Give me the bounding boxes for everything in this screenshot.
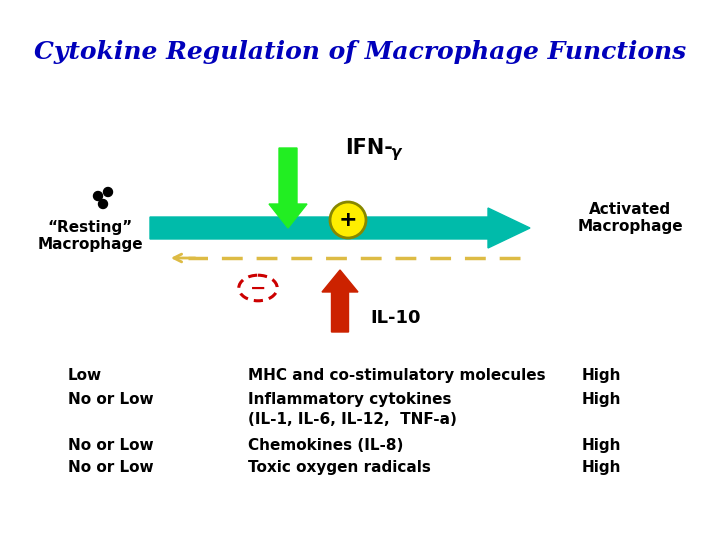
Text: MHC and co-stimulatory molecules: MHC and co-stimulatory molecules [248,368,546,383]
Circle shape [99,199,107,208]
Text: (IL-1, IL-6, IL-12,  TNF-a): (IL-1, IL-6, IL-12, TNF-a) [248,412,457,427]
Circle shape [330,202,366,238]
Text: High: High [582,368,621,383]
Text: +: + [338,210,357,230]
Text: Activated
Macrophage: Activated Macrophage [577,202,683,234]
Text: High: High [582,438,621,453]
Text: No or Low: No or Low [68,438,153,453]
Text: Chemokines (IL-8): Chemokines (IL-8) [248,438,403,453]
FancyArrow shape [322,270,358,332]
Text: “Resting”
Macrophage: “Resting” Macrophage [37,220,143,252]
Text: Cytokine Regulation of Macrophage Functions: Cytokine Regulation of Macrophage Functi… [34,40,686,64]
FancyArrow shape [269,148,307,228]
Text: High: High [582,460,621,475]
Text: −: − [250,279,266,298]
Text: Low: Low [68,368,102,383]
Circle shape [104,187,112,197]
Text: Toxic oxygen radicals: Toxic oxygen radicals [248,460,431,475]
FancyArrow shape [150,208,530,248]
Text: Inflammatory cytokines: Inflammatory cytokines [248,392,451,407]
Text: No or Low: No or Low [68,392,153,407]
Text: γ: γ [391,145,401,159]
Text: IFN-: IFN- [345,138,393,158]
Text: High: High [582,392,621,407]
Text: No or Low: No or Low [68,460,153,475]
Circle shape [94,192,102,200]
Text: IL-10: IL-10 [370,309,420,327]
